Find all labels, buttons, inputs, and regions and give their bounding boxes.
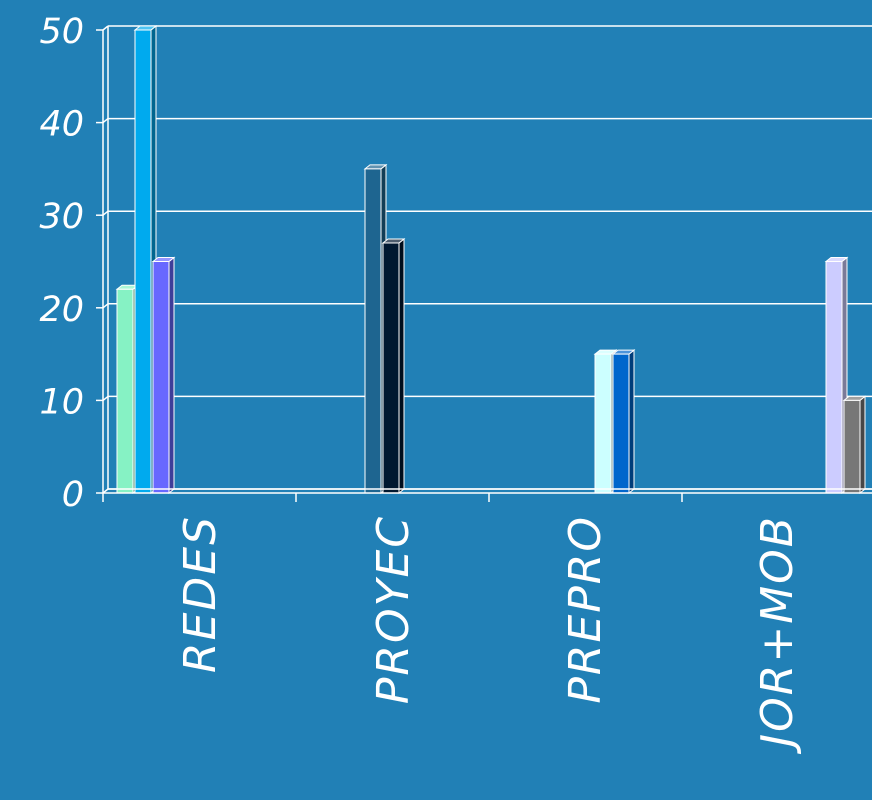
bar bbox=[824, 256, 849, 495]
bar-front bbox=[364, 168, 382, 494]
y-tick-label: 30 bbox=[39, 197, 84, 237]
bar-side bbox=[628, 349, 635, 495]
bar-front bbox=[134, 29, 152, 494]
label-layer: 0 10 20 30 40 50 REDES PROYEC PREPRO JOR+MOB bbox=[39, 12, 803, 755]
y-tick-label: 10 bbox=[39, 382, 84, 422]
bar-front bbox=[116, 288, 134, 494]
bar-front bbox=[594, 353, 612, 494]
y-tick-label: 40 bbox=[39, 105, 84, 145]
y-tick-label: 50 bbox=[39, 12, 84, 52]
bar bbox=[842, 395, 867, 495]
bar-front bbox=[382, 242, 400, 494]
bar-side bbox=[168, 256, 175, 495]
bar-front bbox=[825, 261, 843, 494]
bar bbox=[381, 237, 406, 495]
x-category-label: PROYEC bbox=[368, 515, 419, 704]
gridline-diagonal bbox=[102, 25, 109, 31]
gridline-diagonal bbox=[102, 303, 109, 309]
y-tick-label: 20 bbox=[39, 290, 84, 330]
x-category-label: REDES bbox=[175, 515, 226, 673]
gridline-diagonal bbox=[102, 395, 109, 401]
bar-side bbox=[859, 395, 866, 495]
bar-side bbox=[398, 237, 405, 495]
y-tick-label: 0 bbox=[62, 475, 84, 515]
gridline-diagonal bbox=[102, 118, 109, 124]
axis-layer bbox=[96, 29, 872, 502]
bar-front bbox=[152, 261, 170, 494]
bars-layer bbox=[115, 24, 867, 495]
x-category-label: PREPRO bbox=[560, 515, 611, 704]
bar bbox=[151, 256, 176, 495]
bar bbox=[611, 349, 636, 495]
grid-layer bbox=[102, 25, 872, 494]
gridline-diagonal bbox=[102, 210, 109, 216]
bar-front bbox=[843, 399, 861, 494]
x-category-label: JOR+MOB bbox=[752, 515, 803, 755]
bar-front bbox=[612, 353, 630, 494]
